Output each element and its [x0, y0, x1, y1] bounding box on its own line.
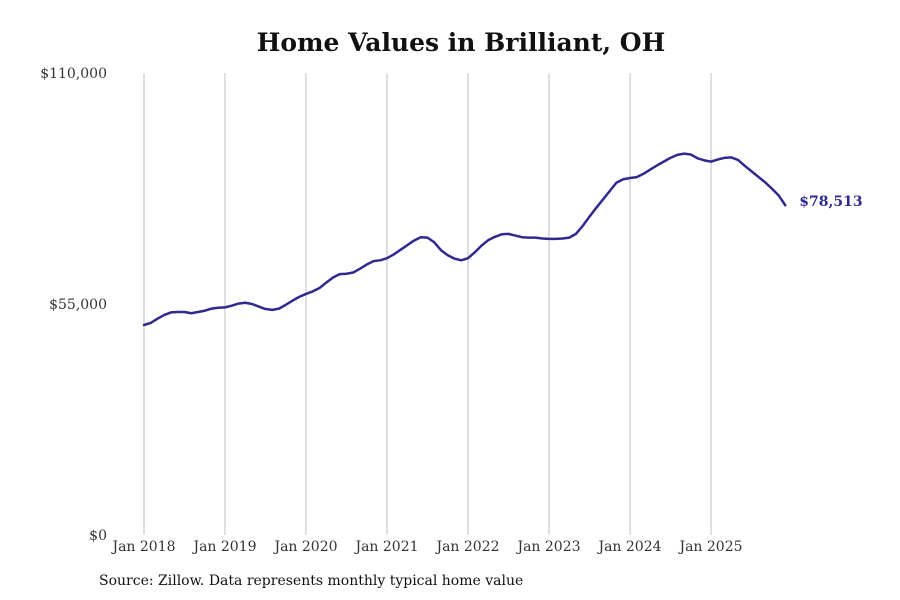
x-axis-ticks: Jan 2018 Jan 2019 Jan 2020 Jan 2021 Jan 2022…	[110, 539, 742, 555]
x-tick-label: Jan 2020	[272, 539, 337, 555]
x-tick-label: Jan 2019	[191, 539, 256, 555]
x-tick-label: Jan 2022	[434, 539, 499, 555]
end-value-label: $78,513	[799, 194, 862, 210]
y-axis-ticks: $0 $55,000 $110,000	[40, 66, 107, 544]
y-tick-label: $110,000	[40, 66, 107, 82]
x-tick-label: Jan 2025	[677, 539, 742, 555]
y-tick-label: $55,000	[49, 297, 107, 313]
x-tick-label: Jan 2024	[596, 539, 661, 555]
x-tick-label: Jan 2021	[353, 539, 418, 555]
x-tick-label: Jan 2018	[110, 539, 175, 555]
grid-lines	[143, 73, 712, 535]
x-tick-label: Jan 2023	[515, 539, 580, 555]
source-note: Source: Zillow. Data represents monthly …	[99, 573, 524, 589]
series-line	[142, 152, 787, 327]
chart-title: Home Values in Brilliant, OH	[256, 28, 666, 57]
y-tick-label: $0	[89, 528, 107, 544]
